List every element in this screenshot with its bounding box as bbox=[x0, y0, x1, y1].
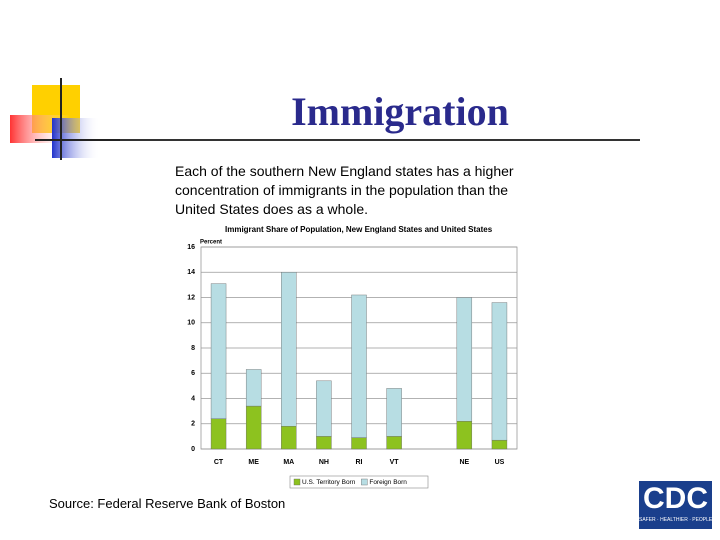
logo: CDC SAFER · HEALTHIER · PEOPLE bbox=[639, 481, 712, 529]
bar-segment bbox=[386, 436, 402, 450]
decoration bbox=[10, 78, 120, 160]
y-axis-label: Percent bbox=[200, 240, 222, 246]
bar-segment bbox=[491, 439, 508, 450]
bar-segment bbox=[351, 437, 367, 450]
legend-label: U.S. Territory Born bbox=[302, 479, 356, 486]
y-tick-label: 4 bbox=[191, 395, 195, 402]
plot-area bbox=[200, 246, 518, 450]
bar-segment bbox=[245, 405, 262, 450]
title-rule bbox=[120, 139, 640, 141]
x-tick-label: RI bbox=[356, 459, 363, 466]
x-tick-label: ME bbox=[248, 459, 259, 466]
legend-swatch bbox=[293, 478, 301, 486]
y-tick-label: 14 bbox=[187, 269, 195, 276]
y-tick-label: 10 bbox=[187, 320, 195, 327]
x-tick-label: US bbox=[495, 459, 505, 466]
bar-segment bbox=[456, 421, 473, 450]
y-tick-label: 12 bbox=[187, 294, 195, 301]
legend-label: Foreign Born bbox=[369, 479, 407, 486]
logo-text: CDC bbox=[643, 482, 708, 515]
y-tick-label: 8 bbox=[191, 345, 195, 352]
bar-segment bbox=[491, 302, 508, 441]
x-tick-label: NH bbox=[319, 459, 329, 466]
y-tick-label: 6 bbox=[191, 370, 195, 377]
bar-segment bbox=[316, 436, 332, 450]
bar-segment bbox=[210, 418, 227, 450]
slide-title: Immigration bbox=[291, 89, 509, 134]
x-tick-label: MA bbox=[283, 459, 294, 466]
bar-segment bbox=[456, 297, 473, 422]
bar-segment bbox=[351, 294, 367, 438]
bar-segment bbox=[316, 380, 332, 437]
y-tick-label: 2 bbox=[191, 421, 195, 428]
logo-tagline: SAFER · HEALTHIER · PEOPLE bbox=[639, 517, 713, 523]
x-tick-label: CT bbox=[214, 459, 224, 466]
body-text: Each of the southern New England states … bbox=[175, 163, 514, 217]
x-tick-label: NE bbox=[459, 459, 469, 466]
y-tick-label: 0 bbox=[191, 446, 195, 453]
x-tick-label: VT bbox=[390, 459, 400, 466]
legend-swatch bbox=[361, 478, 368, 486]
source: Source: Federal Reserve Bank of Boston bbox=[49, 496, 286, 511]
chart-title: Immigrant Share of Population, New Engla… bbox=[225, 225, 493, 234]
bar-segment bbox=[281, 426, 297, 450]
bar-segment bbox=[210, 283, 227, 419]
legend-box bbox=[289, 475, 429, 489]
y-tick-label: 16 bbox=[187, 244, 195, 251]
bar-segment bbox=[281, 272, 297, 427]
bar-segment bbox=[245, 369, 262, 407]
bar-segment bbox=[386, 388, 402, 437]
